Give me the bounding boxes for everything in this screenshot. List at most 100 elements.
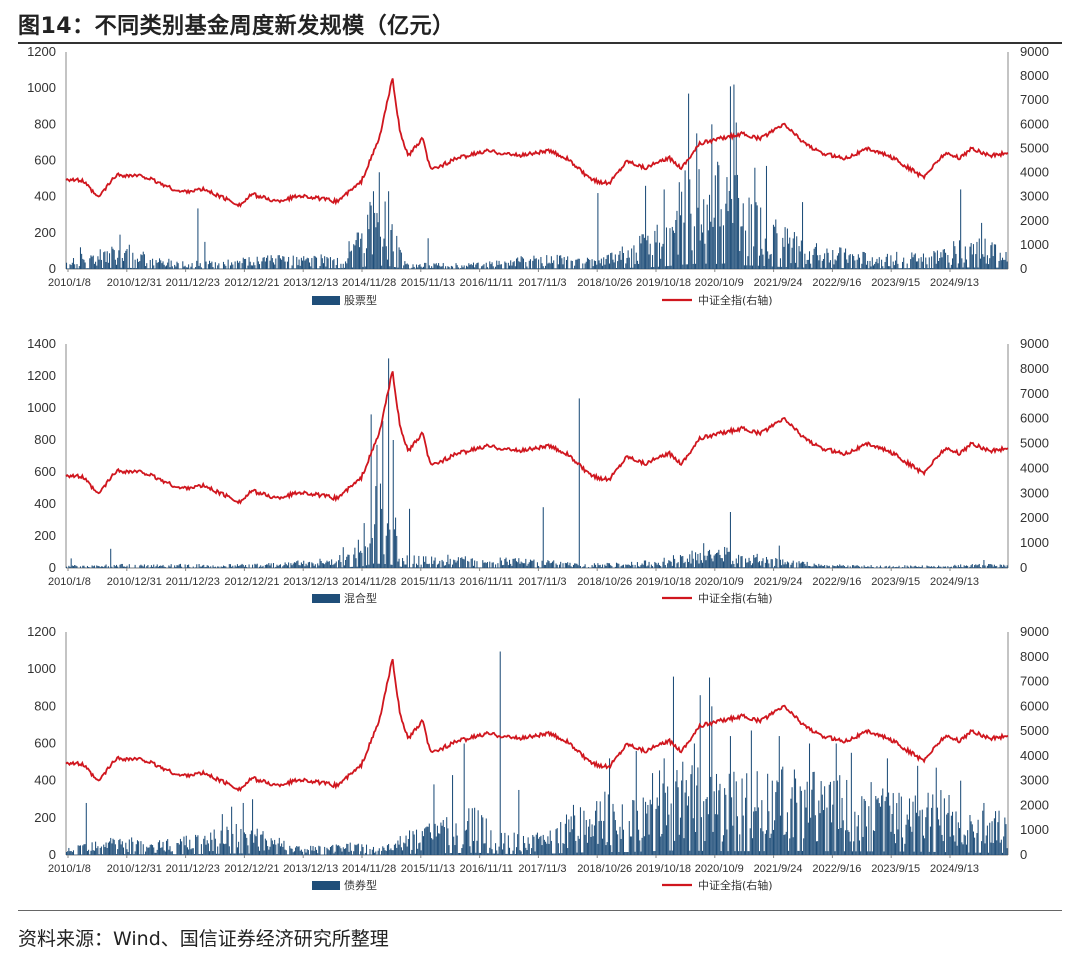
bar — [604, 264, 606, 269]
bar — [825, 851, 827, 855]
bar — [1006, 848, 1008, 855]
bar — [698, 169, 700, 269]
bar — [284, 849, 286, 855]
bar — [218, 263, 220, 269]
x-tick-label: 2017/11/3 — [518, 863, 566, 875]
bar — [348, 241, 350, 269]
bar — [463, 559, 465, 568]
bar — [671, 565, 673, 568]
bar — [627, 250, 629, 269]
bar — [331, 559, 333, 568]
bar — [384, 564, 386, 568]
bar — [224, 566, 226, 568]
x-tick-label: 2010/1/8 — [48, 863, 91, 875]
bar — [274, 264, 276, 269]
bar — [878, 803, 880, 855]
bar — [915, 566, 918, 568]
bar — [448, 845, 450, 855]
bar — [890, 255, 892, 269]
bar — [567, 256, 569, 269]
bar — [822, 258, 824, 269]
bar — [490, 567, 492, 568]
bar — [238, 566, 240, 568]
bar — [198, 853, 200, 855]
bar — [703, 543, 705, 568]
bar — [569, 832, 571, 855]
bar — [322, 563, 325, 568]
bar — [618, 254, 620, 269]
bar — [920, 257, 922, 269]
bar — [364, 852, 366, 855]
bar — [353, 244, 355, 269]
bar — [439, 833, 441, 855]
bar — [588, 826, 590, 855]
bar — [799, 251, 801, 269]
bar — [312, 268, 314, 269]
bar — [535, 834, 537, 855]
bar — [892, 566, 894, 568]
bar — [235, 268, 237, 269]
bar — [98, 259, 100, 269]
bar — [668, 814, 670, 855]
bar — [70, 265, 72, 269]
bar — [721, 841, 723, 855]
bar — [935, 767, 937, 855]
bar — [427, 238, 429, 269]
bar — [932, 567, 934, 568]
panel-bond-fund: 0 200 400 600 800 1000 1200 0 1000 2000 3000 4000 50… — [0, 622, 1080, 898]
bar — [676, 210, 678, 269]
bar — [152, 258, 154, 269]
bar — [726, 177, 728, 269]
bar — [826, 565, 828, 568]
bar — [785, 267, 787, 269]
bar — [84, 567, 86, 568]
legend-bar-label: 股票型 — [344, 293, 377, 307]
bar — [325, 266, 327, 269]
bar — [390, 848, 392, 855]
bar — [777, 266, 779, 269]
bar — [459, 852, 461, 855]
bar — [705, 560, 707, 568]
bar — [410, 567, 412, 568]
bar — [790, 564, 792, 568]
bar — [159, 258, 161, 269]
legend-bar-label: 债券型 — [344, 878, 377, 892]
bar — [585, 819, 587, 855]
bar — [810, 263, 812, 269]
bar — [832, 804, 834, 855]
bar — [414, 853, 416, 855]
bar — [99, 847, 101, 855]
bar — [210, 263, 212, 269]
bar — [631, 836, 633, 855]
bar — [870, 266, 872, 269]
bar — [468, 263, 470, 269]
bar — [396, 847, 398, 855]
source-note: 资料来源：Wind、国信证券经济研究所整理 — [18, 928, 389, 950]
bar — [641, 234, 643, 269]
bar — [713, 555, 715, 568]
bar — [990, 842, 992, 855]
bar — [321, 258, 323, 269]
bar — [710, 221, 712, 269]
bar — [305, 563, 307, 568]
bar — [359, 854, 361, 855]
bar — [604, 564, 606, 568]
bar — [760, 828, 762, 855]
bar — [943, 249, 945, 269]
bar — [403, 561, 405, 568]
bar — [452, 266, 454, 269]
bar — [231, 566, 233, 568]
bar — [706, 555, 708, 568]
bar — [738, 851, 740, 855]
bar — [690, 774, 692, 855]
x-tick-label: 2021/9/24 — [754, 863, 803, 875]
bar — [861, 263, 863, 269]
bar — [805, 264, 807, 269]
bar — [497, 853, 499, 855]
bar — [362, 846, 364, 855]
bar — [815, 565, 818, 568]
bar — [277, 255, 279, 269]
bar — [555, 563, 557, 568]
bar — [461, 265, 463, 269]
bar — [811, 789, 813, 855]
